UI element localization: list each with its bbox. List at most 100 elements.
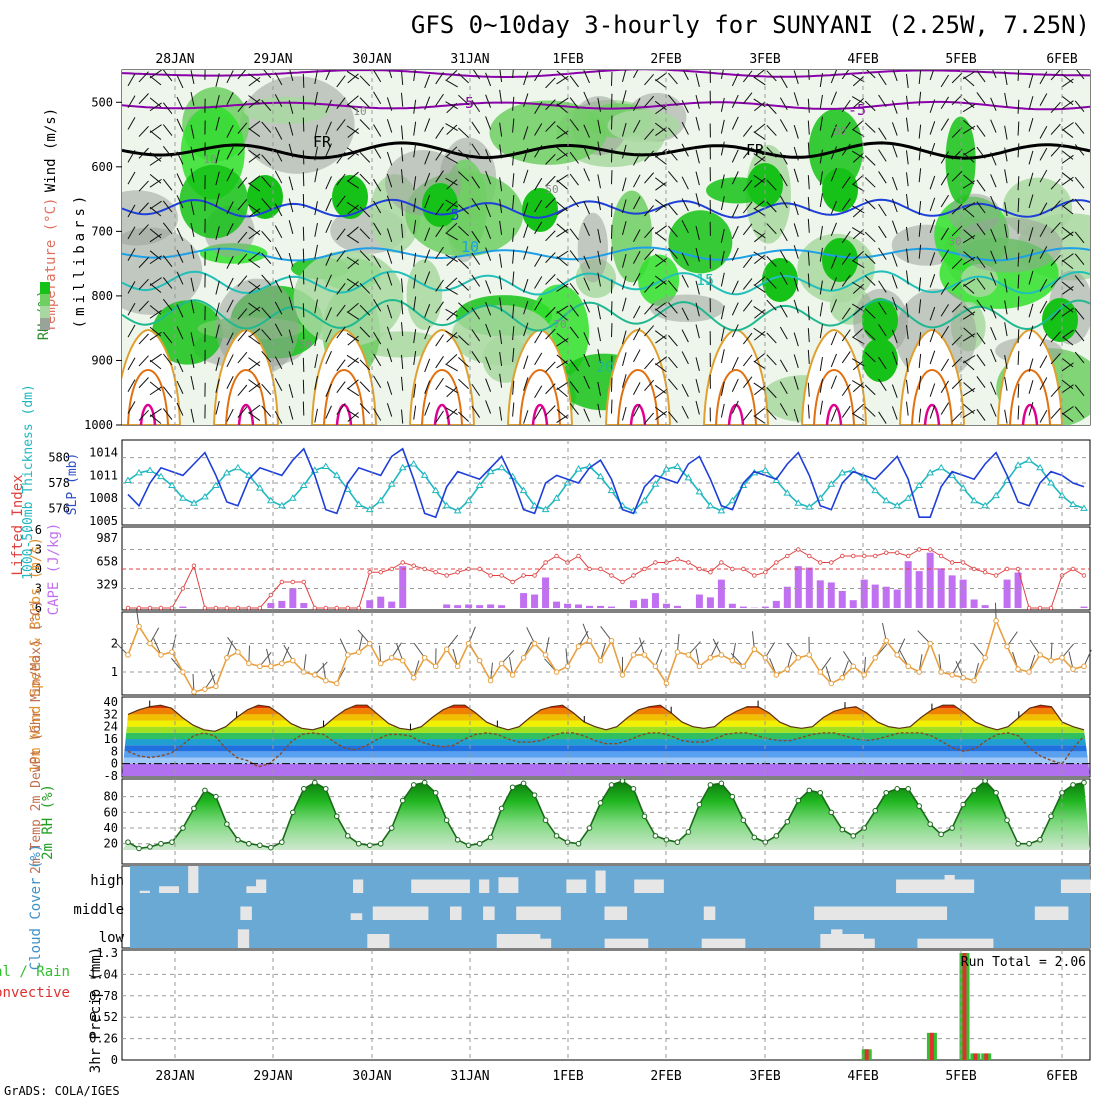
wind-barb bbox=[779, 304, 788, 318]
thickness-point bbox=[464, 496, 473, 504]
wind-barb bbox=[951, 280, 963, 291]
thickness-point bbox=[838, 468, 847, 476]
wind10-point bbox=[520, 654, 527, 661]
wind-barb bbox=[556, 201, 568, 212]
wind-barb bbox=[851, 358, 865, 367]
wind-barb bbox=[851, 380, 865, 389]
wind-barb bbox=[1004, 92, 1008, 107]
cloud-cell-low bbox=[831, 929, 843, 948]
cape-bar bbox=[520, 593, 528, 608]
wind-barb bbox=[731, 247, 739, 261]
lifted-index-line bbox=[128, 548, 1085, 609]
cape-bar bbox=[871, 584, 879, 608]
wind-barb bbox=[215, 193, 220, 208]
rh2m-point bbox=[399, 797, 406, 804]
wind-barb bbox=[1061, 226, 1074, 237]
wind-barb bbox=[499, 177, 503, 192]
cloud-cell-middle bbox=[604, 906, 617, 920]
wind10-line bbox=[127, 618, 1085, 693]
lifted-index-point bbox=[697, 566, 702, 572]
wind-barb bbox=[149, 386, 162, 396]
cloud-cell-low bbox=[928, 938, 940, 948]
wind-barb bbox=[458, 356, 469, 368]
wind-barb bbox=[288, 384, 294, 398]
rh2m-point bbox=[366, 842, 373, 849]
wind-barb bbox=[215, 302, 220, 317]
thickness-point bbox=[1036, 463, 1044, 471]
wind-barb bbox=[819, 149, 823, 164]
wind-barb bbox=[1039, 147, 1048, 161]
wind-barb bbox=[819, 73, 823, 87]
wind-barb bbox=[512, 96, 515, 111]
rh-max-blob bbox=[522, 188, 558, 232]
temp2m-tick: 16 bbox=[104, 732, 118, 746]
cloud-cell-low bbox=[496, 934, 509, 948]
wind10-point bbox=[257, 663, 263, 670]
wind-barb bbox=[1028, 380, 1034, 394]
wind-barb bbox=[336, 119, 346, 131]
wind-barb bbox=[864, 330, 876, 341]
wind-barb bbox=[471, 274, 481, 287]
temp-dome-30 bbox=[813, 368, 855, 425]
wind-barb bbox=[891, 253, 898, 267]
contour-label: 30 bbox=[948, 235, 961, 248]
wind-barb bbox=[1028, 96, 1034, 110]
wind-barb bbox=[1017, 252, 1020, 267]
cloud-cell-middle bbox=[538, 906, 550, 920]
cape-bar bbox=[640, 598, 648, 608]
wind-barb bbox=[534, 70, 542, 82]
rh2m-point bbox=[487, 834, 494, 841]
wind-barb bbox=[556, 381, 569, 391]
wind-barb bbox=[485, 116, 492, 130]
wind-barb bbox=[819, 193, 823, 208]
wind-barb bbox=[1061, 150, 1074, 160]
wind-barb-10m bbox=[764, 642, 776, 659]
cape-bar bbox=[695, 594, 703, 608]
wind-barb bbox=[940, 227, 949, 241]
wind-barb bbox=[1074, 122, 1085, 134]
thickness-point bbox=[519, 486, 528, 494]
wind-barb bbox=[990, 119, 997, 133]
wind-barb bbox=[261, 307, 272, 319]
thickness-point bbox=[860, 473, 869, 481]
temp2m-panel-frame bbox=[121, 696, 1091, 778]
wind10-point bbox=[158, 652, 164, 658]
wind-barb bbox=[359, 403, 371, 414]
cape-bar bbox=[542, 577, 550, 608]
wind-barb bbox=[1017, 296, 1020, 311]
wind-barb bbox=[190, 223, 195, 237]
wind-barb bbox=[905, 401, 909, 416]
wind-barb bbox=[644, 205, 655, 217]
wind-barb bbox=[1061, 357, 1074, 368]
wind-barb bbox=[962, 180, 976, 189]
cloud-cell-middle bbox=[483, 906, 495, 920]
wind-barb bbox=[359, 326, 371, 338]
wind-barb bbox=[866, 70, 876, 79]
wind-barb bbox=[807, 251, 810, 266]
wind-barb bbox=[523, 300, 529, 315]
cloud-cell-low bbox=[237, 929, 250, 948]
wind-barb bbox=[400, 70, 404, 85]
wind-barb bbox=[458, 258, 469, 270]
rh2m-point bbox=[894, 786, 900, 792]
wind-barb bbox=[583, 353, 590, 368]
wind-barb bbox=[695, 302, 700, 317]
wind10-point bbox=[344, 652, 351, 658]
wind-barb bbox=[445, 385, 458, 394]
wind-barb bbox=[261, 121, 272, 133]
date-label-top: 29JAN bbox=[253, 52, 292, 67]
cloud-cell-middle bbox=[814, 906, 826, 920]
wind-barb bbox=[695, 193, 700, 208]
wind-barb bbox=[446, 146, 458, 157]
wind-barb bbox=[597, 272, 601, 287]
wind-barb bbox=[1017, 405, 1020, 420]
wind-barb bbox=[162, 386, 173, 399]
wind-barb bbox=[841, 329, 851, 342]
wind-barb bbox=[190, 201, 195, 216]
wind-barb bbox=[545, 405, 556, 416]
rh-blob bbox=[650, 294, 725, 323]
wind-barb bbox=[929, 383, 936, 397]
wind-barb bbox=[359, 119, 371, 130]
wind-barb bbox=[681, 274, 689, 288]
